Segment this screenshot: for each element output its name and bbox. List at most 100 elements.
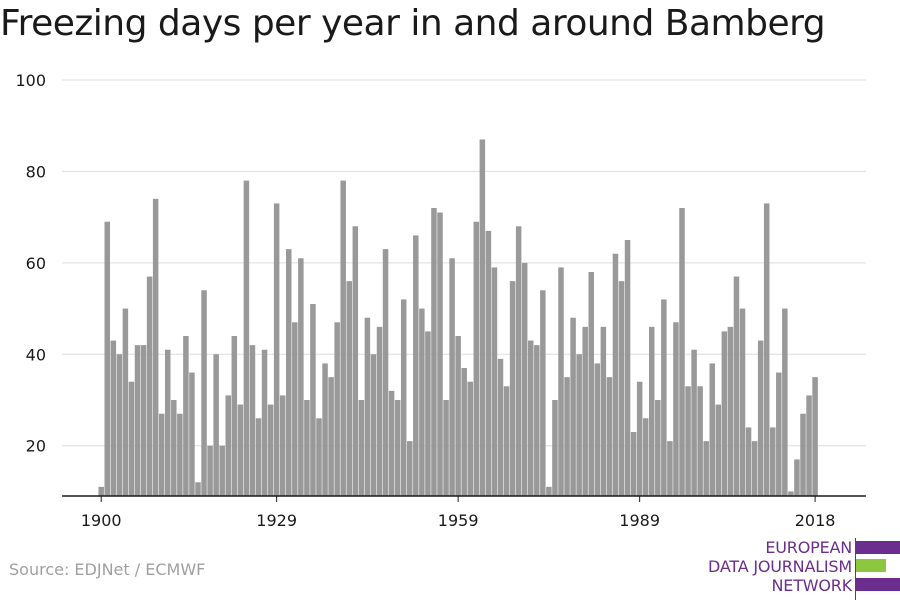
bar-1955 [431,208,437,496]
bar-2000 [703,441,709,496]
bar-1921 [225,395,231,496]
bar-1994 [667,441,673,496]
bar-1981 [588,272,594,496]
bar-1910 [158,413,165,496]
bar-1908 [146,276,153,496]
bar-1929 [273,203,280,496]
bar-1989 [636,381,643,496]
bar-1996 [679,208,685,496]
bar-1923 [237,404,244,496]
bar-1925 [249,345,256,496]
bar-1982 [594,363,601,496]
bar-1961 [467,381,473,496]
bar-1974 [546,486,552,496]
bar-2004 [727,326,734,496]
bar-1983 [600,326,607,496]
bar-1966 [497,358,504,496]
bar-2014 [788,491,794,496]
bar-1973 [540,290,546,496]
bar-1917 [201,290,207,496]
bar-1942 [352,226,359,497]
bar-1931 [286,249,292,496]
bar-2010 [763,203,770,496]
bar-1959 [455,336,461,496]
chart-title: Freezing days per year in and around Bam… [0,3,826,44]
bar-1953 [419,308,425,496]
bar-1950 [400,299,407,496]
bar-1984 [606,377,613,496]
bar-1932 [292,322,298,496]
bar-1977 [564,377,570,496]
bar-1933 [298,258,304,496]
bar-1993 [661,299,667,496]
bar-1958 [449,258,455,496]
bar-1997 [685,386,691,496]
bar-1954 [425,331,431,496]
bar-1905 [128,381,135,496]
bar-1936 [316,418,322,496]
bar-1995 [673,322,679,496]
bar-1975 [552,400,558,496]
bar-1956 [437,212,443,497]
bar-2001 [709,363,715,496]
bar-1934 [304,400,310,496]
x-tick-label-1900: 1900 [81,511,122,530]
bar-1957 [443,400,449,496]
bar-1964 [485,230,492,496]
bar-2005 [733,276,740,496]
bar-1968 [509,281,516,496]
bar-1927 [261,349,268,496]
bar-1902 [110,340,117,496]
y-tick-label-60: 60 [26,254,46,273]
bar-1924 [243,180,250,497]
bar-1939 [334,322,340,496]
bar-1916 [195,482,201,496]
bar-2002 [715,404,722,496]
source-note: Source: EDJNet / ECMWF [9,560,206,579]
y-tick-label-100: 100 [15,71,46,90]
bar-1913 [177,413,183,496]
bar-1941 [346,281,352,496]
x-tick-label-1959: 1959 [438,511,479,530]
bar-2009 [757,340,764,496]
y-tick-label-20: 20 [26,437,46,456]
bar-2018 [812,377,818,496]
bar-1940 [340,180,346,497]
logo-bar-purple-bottom [856,578,900,591]
x-axis: 1900 1929 1959 1989 2018 [62,495,866,530]
bar-2008 [751,441,758,496]
bar-1951 [407,441,413,496]
bar-1920 [219,445,225,496]
bar-1943 [358,400,365,496]
bar-1900 [98,486,104,496]
y-tick-label-40: 40 [26,345,46,364]
bar-1906 [134,345,141,496]
bar-1963 [479,139,486,496]
bar-1988 [630,432,637,496]
bars [98,139,818,497]
bar-1998 [691,349,697,496]
logo-bar-green [856,559,886,572]
bar-1978 [570,317,576,496]
bar-1960 [461,368,467,496]
bar-1945 [370,354,377,496]
bar-1962 [473,221,480,496]
bar-1928 [267,404,274,496]
bar-1938 [328,377,334,496]
bar-1948 [388,390,395,496]
bar-1991 [649,326,655,496]
bar-1967 [503,386,510,496]
bar-1986 [618,281,625,496]
edjnet-logo: EUROPEAN DATA JOURNALISM NETWORK [700,538,900,600]
bar-1911 [165,349,171,496]
bar-1944 [364,317,371,496]
bar-2006 [739,308,746,496]
logo-rule [855,538,856,600]
bar-2013 [782,308,788,496]
bar-1985 [612,253,619,496]
bar-2016 [800,413,806,496]
bar-1946 [376,326,383,496]
logo-bar-purple-top [856,541,900,554]
bar-1965 [491,267,498,496]
bar-1907 [140,345,147,496]
